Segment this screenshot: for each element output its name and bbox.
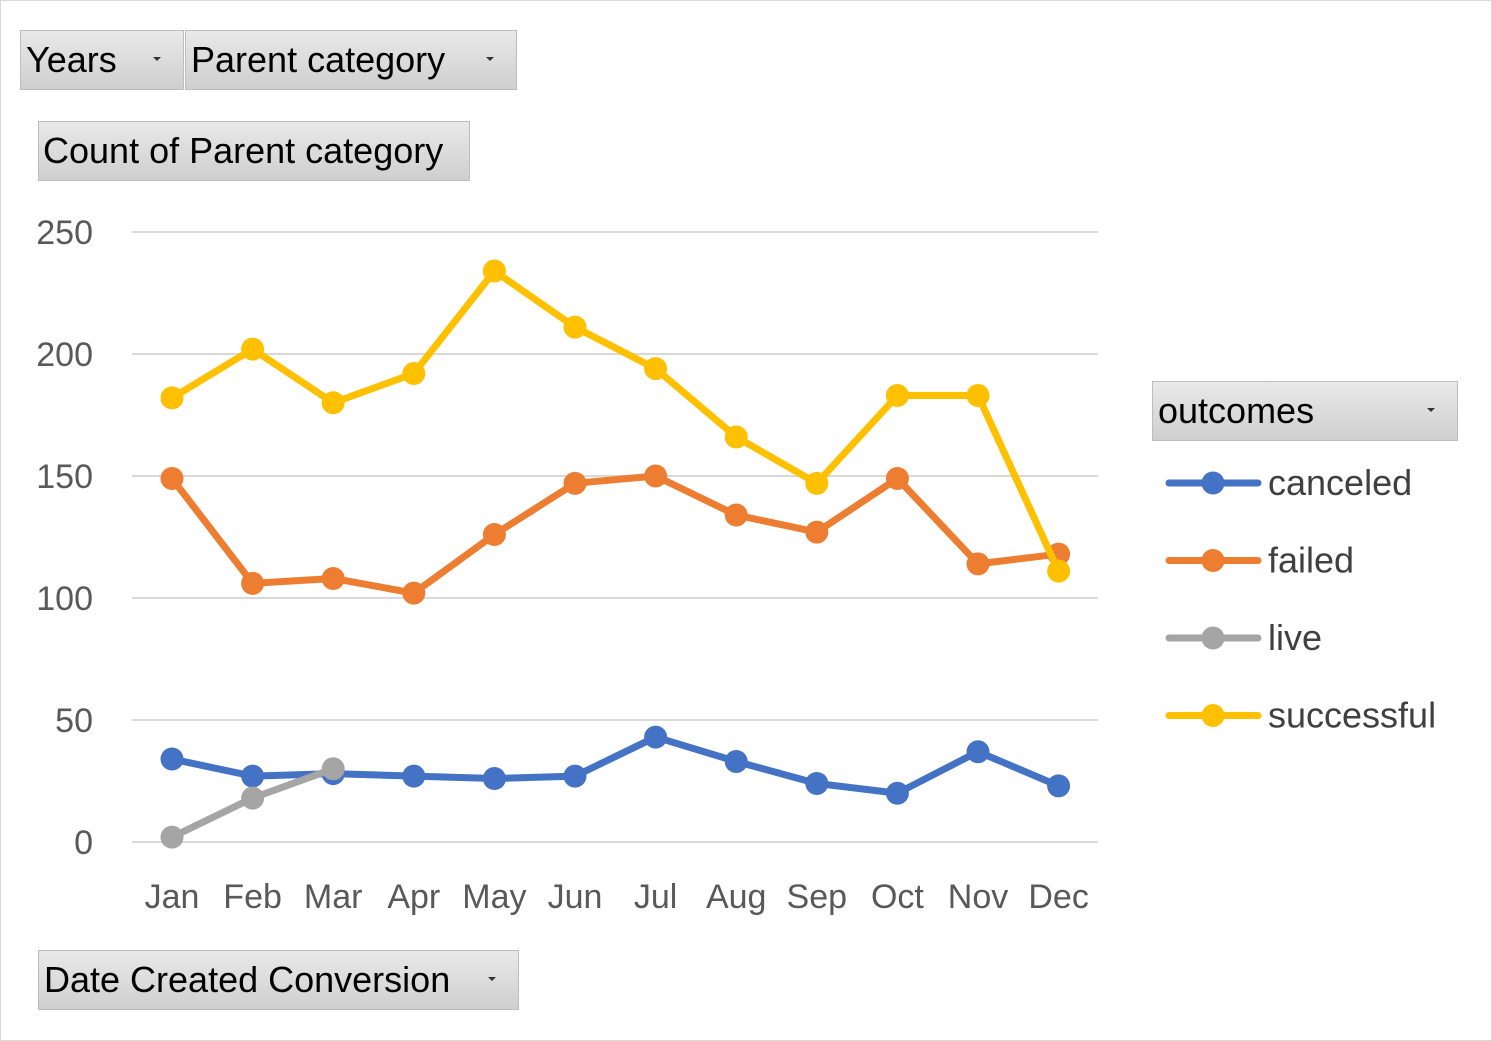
data-point-failed <box>402 581 426 605</box>
x-tick-label: May <box>462 878 526 916</box>
outcomes-legend-filter-button[interactable]: outcomes <box>1152 381 1458 441</box>
x-tick-label: Aug <box>706 878 767 916</box>
x-tick-label: Mar <box>304 878 363 916</box>
data-point-failed <box>805 520 829 544</box>
series-line-failed <box>168 472 1063 597</box>
data-point-canceled <box>644 725 668 749</box>
legend-marker-live <box>1201 626 1225 650</box>
years-filter-label: Years <box>26 39 117 80</box>
legend-marker-canceled <box>1201 471 1225 495</box>
data-point-live <box>321 757 345 781</box>
data-point-live <box>160 825 184 849</box>
data-point-successful <box>563 315 587 339</box>
series-line-canceled <box>168 733 1063 797</box>
legend-label-failed: failed <box>1268 540 1354 581</box>
x-tick-label: Oct <box>871 878 924 916</box>
data-point-successful <box>482 259 506 283</box>
data-point-successful <box>644 357 668 381</box>
years-filter-button[interactable]: Years <box>20 30 184 90</box>
parent-category-filter-label: Parent category <box>191 39 446 80</box>
value-field-label: Count of Parent category <box>43 130 444 171</box>
y-tick-label: 150 <box>36 458 93 496</box>
x-tick-label: Jun <box>548 878 603 916</box>
date-created-conversion-filter-button[interactable]: Date Created Conversion <box>38 950 519 1010</box>
data-point-successful <box>402 362 426 386</box>
data-point-successful <box>805 471 829 495</box>
data-point-successful <box>966 383 990 407</box>
data-point-canceled <box>724 749 748 773</box>
dropdown-arrow-icon <box>153 57 161 61</box>
data-point-failed <box>563 471 587 495</box>
data-point-successful <box>241 337 265 361</box>
data-point-successful <box>885 383 909 407</box>
data-point-canceled <box>241 764 265 788</box>
legend-marker-successful <box>1201 704 1225 727</box>
legend-marker-failed <box>1201 549 1225 572</box>
data-point-canceled <box>805 771 829 795</box>
data-point-failed <box>321 566 345 590</box>
data-point-canceled <box>160 747 184 771</box>
data-point-successful <box>160 386 184 410</box>
x-tick-label: Apr <box>387 878 440 916</box>
data-point-successful <box>724 425 748 449</box>
data-point-canceled <box>402 764 426 788</box>
legend-label-live: live <box>1268 617 1322 658</box>
y-tick-label: 100 <box>36 580 93 618</box>
x-tick-label: Sep <box>787 878 848 916</box>
y-tick-label: 250 <box>36 214 93 252</box>
x-tick-label: Feb <box>223 878 282 916</box>
dropdown-arrow-icon <box>1427 408 1435 412</box>
data-point-failed <box>885 466 909 490</box>
x-tick-label: Nov <box>948 878 1008 916</box>
y-tick-label: 200 <box>36 336 93 374</box>
data-point-failed <box>482 523 506 547</box>
x-tick-label: Jan <box>145 878 200 916</box>
data-point-canceled <box>563 764 587 788</box>
data-point-successful <box>1047 559 1071 583</box>
data-point-failed <box>724 503 748 527</box>
data-point-failed <box>160 466 184 490</box>
data-point-live <box>241 786 265 810</box>
series-line-successful <box>168 267 1063 575</box>
parent-category-filter-button[interactable]: Parent category <box>185 30 517 90</box>
axis-field-label: Date Created Conversion <box>44 959 451 1000</box>
legend-label-successful: successful <box>1268 695 1436 736</box>
data-point-canceled <box>482 767 506 791</box>
dropdown-arrow-icon <box>488 977 496 981</box>
value-field-button[interactable]: Count of Parent category <box>38 121 470 181</box>
x-tick-label: Dec <box>1028 878 1088 916</box>
y-tick-label: 0 <box>74 824 93 862</box>
dropdown-arrow-icon <box>486 57 494 61</box>
data-point-failed <box>966 552 990 576</box>
data-point-failed <box>644 464 668 488</box>
x-tick-label: Jul <box>634 878 677 916</box>
legend-title: outcomes <box>1158 390 1315 431</box>
data-point-canceled <box>966 740 990 764</box>
y-tick-label: 50 <box>55 702 93 740</box>
legend-label-canceled: canceled <box>1268 462 1412 503</box>
data-point-failed <box>241 571 265 595</box>
data-point-canceled <box>885 781 909 805</box>
data-point-canceled <box>1047 774 1071 798</box>
data-point-successful <box>321 391 345 415</box>
